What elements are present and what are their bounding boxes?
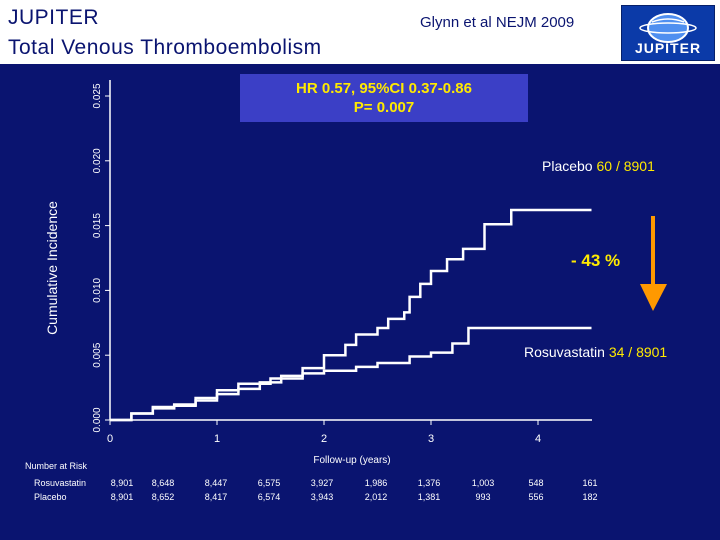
placebo-events: 60 / 8901 [596, 158, 655, 174]
risk-value: 8,652 [151, 492, 175, 502]
y-tick-label: 0.000 [92, 407, 103, 432]
risk-value: 6,575 [257, 478, 281, 488]
x-axis-label: Follow-up (years) [313, 455, 391, 466]
y-tick-label: 0.015 [92, 213, 103, 238]
y-tick-label: 0.010 [92, 277, 103, 302]
x-tick-label: 2 [321, 433, 327, 445]
risk-value: 6,574 [257, 492, 281, 502]
globe-icon [639, 13, 697, 43]
y-tick-label: 0.025 [92, 83, 103, 108]
page-title: JUPITER [8, 6, 100, 29]
risk-value: 161 [582, 478, 598, 488]
stats-box: HR 0.57, 95%CI 0.37-0.86 P= 0.007 [240, 74, 528, 122]
risk-value: 8,648 [151, 478, 175, 488]
page-subtitle: Total Venous Thromboembolism [8, 36, 322, 59]
risk-value: 8,417 [204, 492, 228, 502]
x-tick-label: 3 [428, 433, 434, 445]
y-axis-label: Cumulative Incidence [44, 201, 60, 335]
placebo-name: Placebo [542, 158, 593, 174]
placebo-legend: Placebo 60 / 8901 [542, 158, 655, 174]
risk-value: 548 [528, 478, 544, 488]
risk-reduction: - 43 % [571, 251, 621, 270]
x-tick-label: 0 [107, 433, 113, 445]
logo-text: JUPITER [634, 40, 702, 56]
y-tick-label: 0.005 [92, 342, 103, 367]
risk-value: 3,943 [310, 492, 334, 502]
x-tick-label: 4 [535, 433, 541, 445]
risk-row-label-rosuvastatin: Rosuvastatin [34, 478, 87, 488]
p-value: P= 0.007 [353, 99, 415, 116]
down-arrow-icon [640, 216, 667, 311]
risk-value: 993 [475, 492, 491, 502]
risk-table-title: Number at Risk [25, 461, 88, 471]
header: JUPITER Total Venous Thromboembolism Gly… [0, 0, 720, 66]
risk-value: 1,986 [364, 478, 388, 488]
rosuvastatin-legend: Rosuvastatin 34 / 8901 [524, 344, 667, 360]
jupiter-logo: JUPITER [621, 5, 715, 61]
rosuvastatin-series-line [110, 326, 592, 422]
hazard-ratio: HR 0.57, 95%CI 0.37-0.86 [296, 80, 472, 97]
risk-value: 556 [528, 492, 544, 502]
risk-value: 8,901 [110, 478, 134, 488]
risk-value: 1,376 [417, 478, 441, 488]
risk-value: 8,447 [204, 478, 228, 488]
citation: Glynn et al NEJM 2009 [420, 14, 575, 31]
risk-row-label-placebo: Placebo [34, 492, 67, 502]
risk-value: 2,012 [364, 492, 388, 502]
placebo-series-line [110, 208, 592, 422]
risk-value: 8,901 [110, 492, 134, 502]
risk-value: 182 [582, 492, 598, 502]
risk-value: 1,381 [417, 492, 441, 502]
risk-value: 3,927 [310, 478, 334, 488]
x-tick-label: 1 [214, 433, 220, 445]
rosuvastatin-name: Rosuvastatin [524, 344, 605, 360]
y-tick-label: 0.020 [92, 148, 103, 173]
rosuvastatin-events: 34 / 8901 [608, 344, 668, 360]
risk-value: 1,003 [471, 478, 495, 488]
